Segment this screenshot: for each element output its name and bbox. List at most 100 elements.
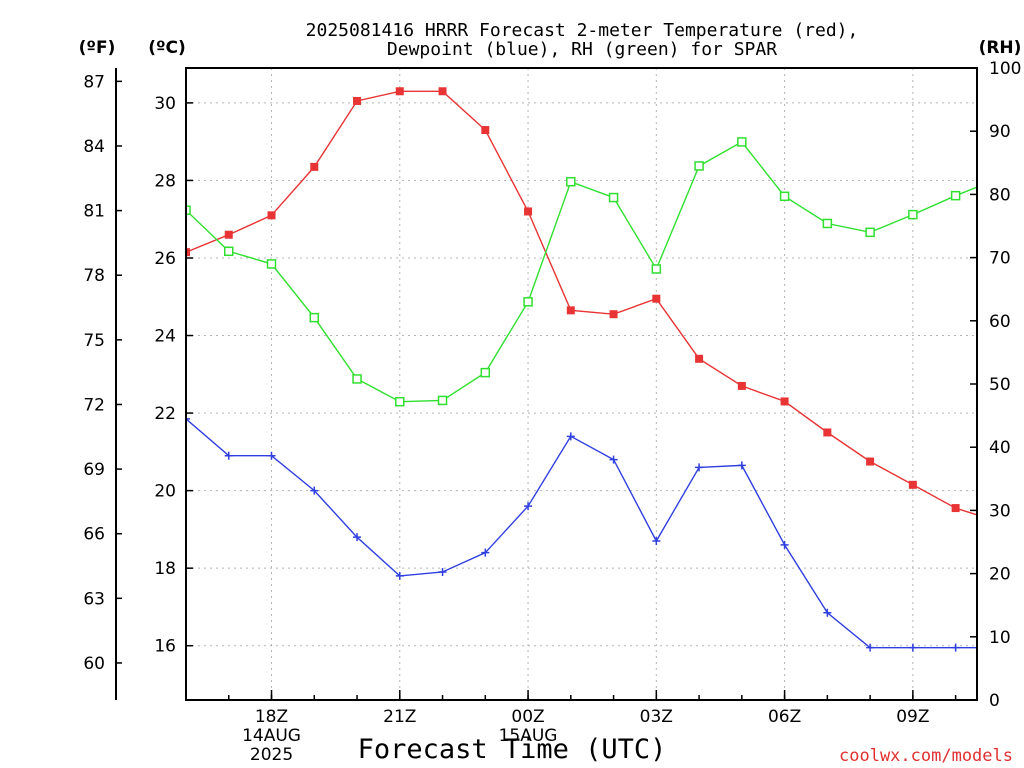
celsius-axis: 16 18 20 22 24 26 28 30	[154, 94, 193, 657]
rh-tick-label: 60	[989, 312, 1011, 332]
rh-tick-label: 90	[989, 122, 1011, 142]
dewpoint-point	[224, 451, 233, 460]
rh-point	[865, 227, 875, 238]
fahrenheit-tick-label: 63	[83, 589, 105, 609]
dewpoint-point	[695, 463, 704, 472]
x-tick-date-label: 15AUG	[499, 726, 558, 746]
temperature-point	[695, 354, 704, 363]
dewpoint-point	[737, 461, 746, 470]
rh-tick-label: 0	[989, 691, 1000, 711]
dewpoint-point	[951, 643, 960, 652]
rh-point	[480, 367, 491, 378]
rh-point	[266, 259, 277, 269]
rh-point	[822, 218, 833, 229]
dewpoint-point	[481, 548, 490, 557]
fahrenheit-tick-label: 75	[83, 331, 105, 351]
dewpoint-point	[438, 568, 447, 577]
rh-tick-label: 80	[989, 185, 1011, 205]
fahrenheit-tick-label: 72	[83, 395, 105, 415]
dewpoint-point	[866, 643, 875, 652]
dewpoint-point	[267, 451, 276, 460]
celsius-tick-label: 30	[154, 94, 176, 114]
dewpoint-point	[186, 414, 190, 423]
fahrenheit-unit-label: (ºF)	[79, 38, 116, 58]
rh-tick-label: 50	[989, 375, 1011, 395]
rh-tick-label: 70	[989, 249, 1011, 269]
rh-unit-label: (RH)	[979, 38, 1022, 58]
rh-point	[779, 191, 790, 202]
plot-frame	[185, 67, 978, 701]
celsius-tick-label: 28	[154, 171, 176, 191]
temperature-point	[481, 126, 490, 135]
x-tick-label: 21Z	[383, 707, 416, 727]
temperature-point	[524, 207, 533, 216]
temperature-line	[186, 90, 977, 516]
temperature-point	[652, 294, 661, 303]
dewpoint-point	[310, 486, 319, 495]
temperature-point	[186, 248, 190, 257]
rh-tick-label: 10	[989, 628, 1011, 648]
dewpoint-series	[186, 414, 977, 652]
dewpoint-point	[652, 537, 661, 546]
x-axis-title: Forecast Time (UTC)	[358, 734, 667, 765]
x-tick-label: 18Z	[255, 707, 288, 727]
temperature-point	[395, 87, 404, 96]
dewpoint-point	[353, 533, 362, 542]
temperature-point	[609, 310, 618, 319]
rh-point	[309, 312, 320, 323]
rh-line	[186, 140, 977, 403]
temperature-point	[737, 381, 746, 390]
rh-point	[224, 246, 234, 257]
temperature-point	[267, 211, 276, 220]
fahrenheit-tick-label: 87	[83, 72, 105, 92]
dewpoint-point	[395, 571, 404, 580]
rh-point	[395, 396, 405, 407]
celsius-tick-label: 18	[154, 559, 176, 579]
x-tick-label: 03Z	[640, 707, 673, 727]
rh-point	[566, 177, 576, 187]
x-tick-label: 09Z	[896, 707, 929, 727]
celsius-tick-label: 22	[154, 404, 176, 424]
rh-point	[694, 161, 704, 171]
x-tick-date-label: 14AUG	[242, 726, 301, 746]
fahrenheit-tick-label: 81	[83, 202, 105, 222]
dewpoint-point	[609, 455, 618, 464]
x-tick-label: 06Z	[768, 707, 801, 727]
temperature-point	[823, 428, 832, 437]
rh-point	[950, 190, 961, 201]
x-tick-label: 00Z	[511, 707, 544, 727]
celsius-unit-label: (ºC)	[148, 38, 186, 58]
dewpoint-point	[780, 540, 789, 549]
chart-title-line-1: 2025081416 HRRR Forecast 2-meter Tempera…	[306, 20, 859, 41]
temperature-point	[353, 96, 362, 105]
temperature-point	[224, 230, 233, 239]
fahrenheit-tick-label: 69	[83, 460, 105, 480]
celsius-tick-label: 20	[154, 482, 176, 502]
dewpoint-line	[186, 418, 977, 649]
rh-series	[186, 137, 1002, 407]
rh-point	[908, 209, 918, 220]
dewpoint-point	[823, 608, 832, 617]
temperature-point	[780, 397, 789, 406]
temperature-point	[866, 457, 875, 466]
rh-point	[352, 374, 362, 384]
celsius-tick-label: 26	[154, 249, 176, 269]
rh-tick-label: 20	[989, 565, 1011, 585]
x-tick-year-label: 2025	[250, 745, 293, 765]
rh-point	[186, 205, 191, 215]
fahrenheit-tick-label: 66	[83, 525, 105, 545]
temperature-point	[951, 504, 960, 513]
rh-point	[994, 175, 1002, 183]
dewpoint-point	[566, 432, 575, 441]
fahrenheit-tick-label: 60	[83, 654, 105, 674]
rh-tick-label: 30	[989, 501, 1011, 521]
chart-title-line-2: Dewpoint (blue), RH (green) for SPAR	[387, 39, 777, 60]
temperature-series	[186, 87, 977, 516]
celsius-tick-label: 16	[154, 637, 176, 657]
dewpoint-point	[908, 643, 917, 652]
rh-point	[651, 264, 662, 274]
rh-point	[437, 395, 448, 406]
celsius-tick-label: 24	[154, 327, 176, 347]
